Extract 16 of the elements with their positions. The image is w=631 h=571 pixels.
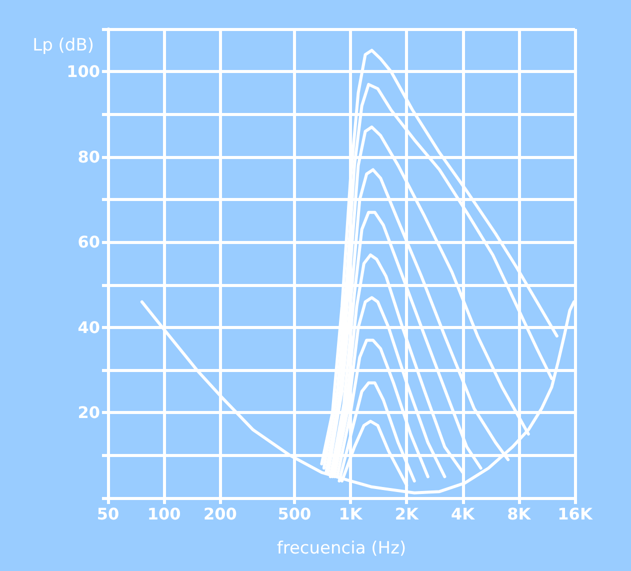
x-tick-label: 500 — [278, 504, 312, 524]
x-tick-label: 2K — [394, 504, 420, 524]
x-tick-label: 1K — [338, 504, 363, 524]
y-tick-label: 60 — [78, 232, 100, 252]
x-tick-label: 50 — [96, 504, 120, 524]
x-tick-label: 100 — [147, 504, 181, 524]
x-tick-label: 8K — [507, 504, 532, 524]
x-tick-label: 200 — [204, 504, 237, 524]
x-tick-label: 16K — [558, 504, 593, 524]
x-tick-label: 4K — [451, 504, 476, 524]
y-tick-label: 40 — [78, 318, 100, 337]
y-tick-label: 100 — [66, 62, 100, 82]
x-axis-title: frecuencia (Hz) — [276, 538, 406, 558]
y-tick-label: 20 — [78, 403, 100, 422]
y-tick-label: 80 — [78, 147, 100, 166]
y-axis-title: Lp (dB) — [32, 36, 94, 56]
